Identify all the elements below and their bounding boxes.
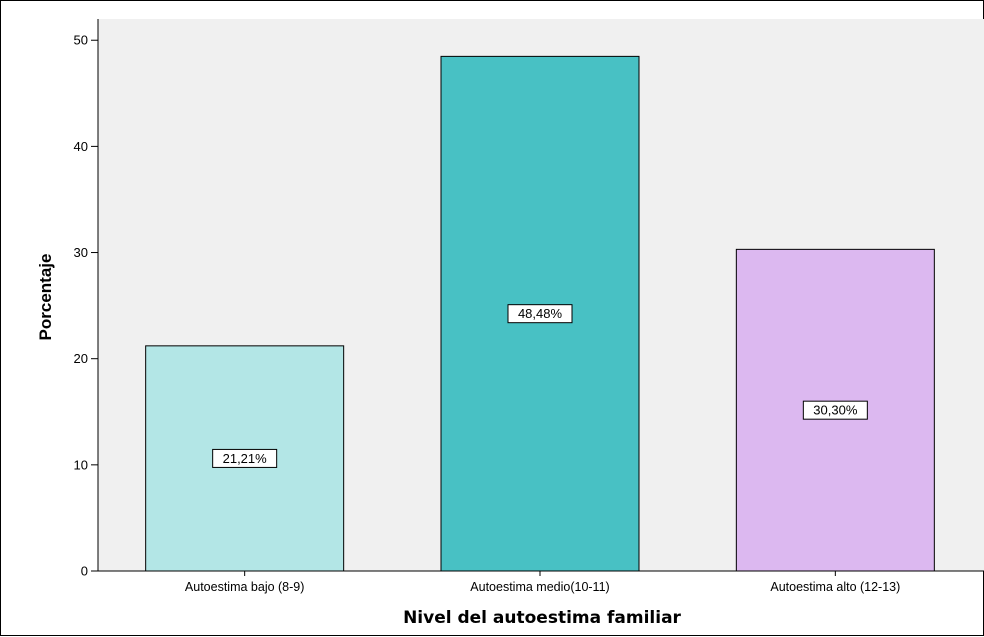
y-axis-title: Porcentaje <box>36 254 55 341</box>
bars: 21,21% 48,48% 30,30% <box>145 55 935 572</box>
y-tick-label: 20 <box>74 351 88 366</box>
data-label: 30,30% <box>813 403 858 418</box>
data-label-box <box>507 304 573 324</box>
x-category-labels: Autoestima bajo (8-9) Autoestima medio(10… <box>185 571 900 594</box>
x-category-label: Autoestima bajo (8-9) <box>185 580 305 594</box>
y-tick-label: 50 <box>74 33 88 48</box>
x-category-label: Autoestima alto (12-13) <box>770 580 900 594</box>
data-label-box <box>802 400 868 420</box>
y-ticks: 0 10 20 30 40 50 <box>74 33 98 579</box>
y-tick-label: 40 <box>74 139 88 154</box>
data-label: 48,48% <box>518 306 563 321</box>
y-tick-label: 10 <box>74 457 88 472</box>
data-label: 21,21% <box>223 451 268 466</box>
x-category-label: Autoestima medio(10-11) <box>470 580 609 594</box>
y-tick-label: 0 <box>81 564 88 579</box>
x-axis-title: Nivel del autoestima familiar <box>403 608 681 628</box>
y-tick-label: 30 <box>74 245 88 260</box>
data-label-box <box>212 448 278 468</box>
